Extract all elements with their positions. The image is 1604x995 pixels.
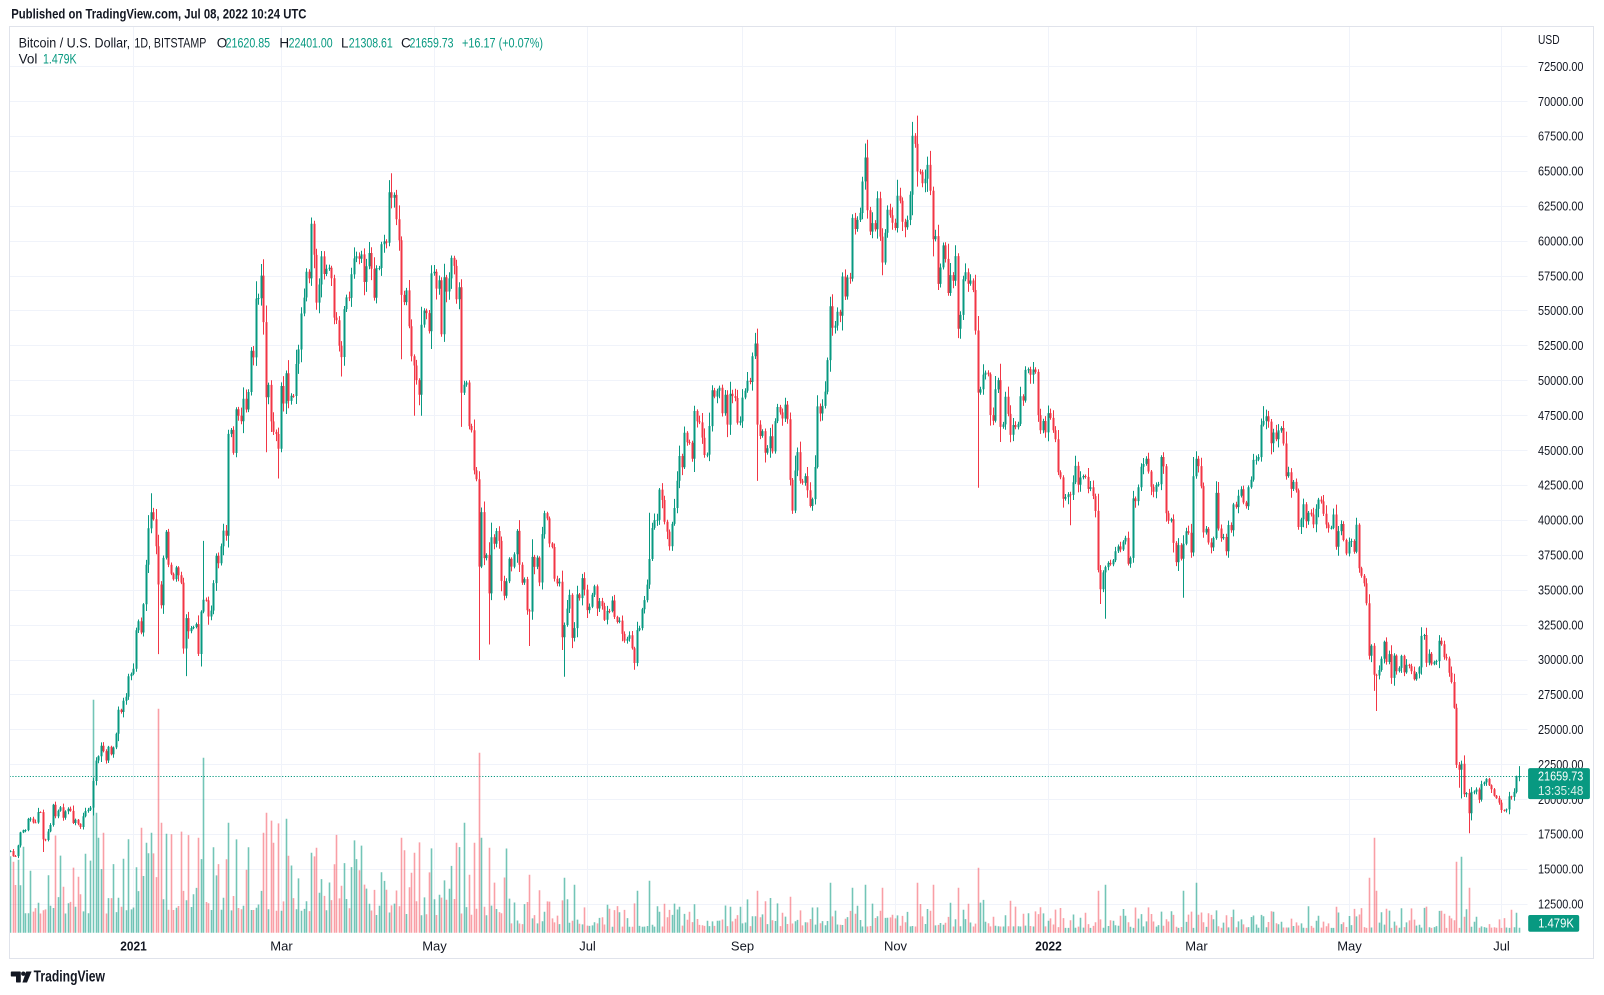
svg-text:May: May <box>1337 938 1362 953</box>
svg-text:Jul: Jul <box>1493 938 1510 953</box>
svg-text:40000.00: 40000.00 <box>1538 514 1584 528</box>
svg-text:57500.00: 57500.00 <box>1538 269 1584 283</box>
svg-text:21659.73: 21659.73 <box>1538 770 1583 784</box>
svg-text:O: O <box>217 35 228 50</box>
svg-text:72500.00: 72500.00 <box>1538 60 1584 74</box>
svg-text:Mar: Mar <box>270 938 293 953</box>
svg-text:60000.00: 60000.00 <box>1538 234 1584 248</box>
svg-text:32500.00: 32500.00 <box>1538 618 1584 632</box>
svg-text:22401.00: 22401.00 <box>289 35 333 50</box>
svg-text:35000.00: 35000.00 <box>1538 583 1584 597</box>
svg-text:30000.00: 30000.00 <box>1538 653 1584 667</box>
svg-text:52500.00: 52500.00 <box>1538 339 1584 353</box>
svg-text:55000.00: 55000.00 <box>1538 304 1584 318</box>
svg-text:TradingView: TradingView <box>34 969 106 986</box>
svg-text:65000.00: 65000.00 <box>1538 165 1584 179</box>
svg-text:62500.00: 62500.00 <box>1538 200 1584 214</box>
svg-text:Jul: Jul <box>579 938 596 953</box>
svg-text:42500.00: 42500.00 <box>1538 479 1584 493</box>
svg-text:L: L <box>341 35 349 50</box>
svg-text:25000.00: 25000.00 <box>1538 723 1584 737</box>
svg-text:Sep: Sep <box>731 938 754 953</box>
svg-text:45000.00: 45000.00 <box>1538 444 1584 458</box>
svg-text:15000.00: 15000.00 <box>1538 863 1584 877</box>
svg-text:12500.00: 12500.00 <box>1538 898 1584 912</box>
svg-text:Published on TradingView.com,: Published on TradingView.com, Jul 08, 20… <box>11 5 306 21</box>
svg-text:2022: 2022 <box>1035 938 1062 953</box>
svg-text:67500.00: 67500.00 <box>1538 130 1584 144</box>
svg-text:1.479K: 1.479K <box>43 51 77 66</box>
svg-text:50000.00: 50000.00 <box>1538 374 1584 388</box>
svg-text:C: C <box>401 35 411 50</box>
svg-text:21308.61: 21308.61 <box>349 35 393 50</box>
svg-text:1D, BITSTAMP: 1D, BITSTAMP <box>134 35 206 50</box>
svg-text:27500.00: 27500.00 <box>1538 688 1584 702</box>
svg-text:May: May <box>422 938 447 953</box>
svg-text:21620.85: 21620.85 <box>226 35 271 50</box>
svg-text:USD: USD <box>1538 33 1560 47</box>
svg-text:37500.00: 37500.00 <box>1538 549 1584 563</box>
svg-text:+16.17 (+0.07%): +16.17 (+0.07%) <box>462 35 543 50</box>
svg-text:70000.00: 70000.00 <box>1538 95 1584 109</box>
svg-text:1.479K: 1.479K <box>1538 917 1574 931</box>
svg-text:17500.00: 17500.00 <box>1538 828 1584 842</box>
svg-text:2021: 2021 <box>120 938 147 953</box>
svg-text:21659.73: 21659.73 <box>410 35 454 50</box>
svg-text:H: H <box>279 35 289 50</box>
svg-text:13:35:48: 13:35:48 <box>1538 784 1583 798</box>
svg-text:Mar: Mar <box>1185 938 1208 953</box>
svg-text:Bitcoin / U.S. Dollar,: Bitcoin / U.S. Dollar, <box>19 35 131 50</box>
svg-text:47500.00: 47500.00 <box>1538 409 1584 423</box>
svg-text:Nov: Nov <box>884 938 908 953</box>
svg-text:Vol: Vol <box>19 51 38 66</box>
